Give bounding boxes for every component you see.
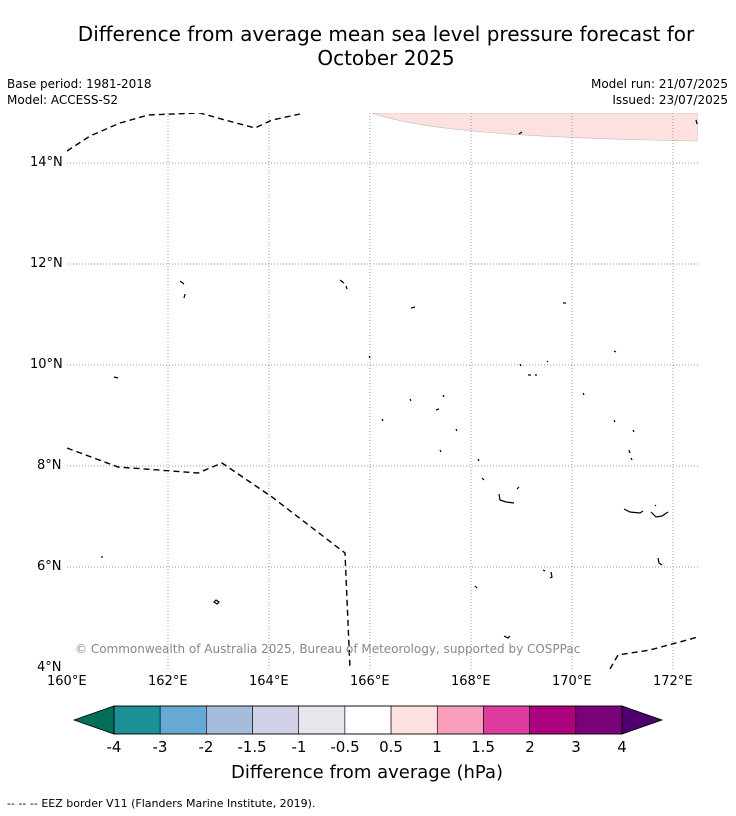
island: [503, 635, 511, 639]
colorbar-label: 3: [571, 738, 581, 756]
meta-left: Base period: 1981-2018 Model: ACCESS-S2: [7, 76, 152, 108]
island: [409, 394, 445, 411]
island: [613, 419, 635, 461]
island: [695, 119, 698, 125]
colorbar-label: -0.5: [330, 738, 360, 756]
island: [381, 418, 458, 453]
island: [368, 355, 371, 359]
island: [582, 392, 585, 396]
colorbar-label: 1: [432, 738, 442, 756]
island: [339, 279, 348, 290]
island: [179, 280, 186, 299]
lat-label-4: 4°N: [37, 660, 62, 675]
island: [613, 350, 617, 353]
colorbar-label: 2: [525, 738, 535, 756]
lat-label-6: 6°N: [37, 559, 62, 574]
eez-legend-symbol: -- -- --: [7, 797, 38, 810]
colorbar-outline: [113, 705, 623, 735]
title-line-1: Difference from average mean sea level p…: [77, 22, 695, 46]
colorbar-cell: [113, 705, 161, 735]
colorbar-cell: [252, 705, 300, 735]
colorbar-label: -1.5: [237, 738, 267, 756]
lon-label-172: 172°E: [653, 674, 693, 689]
lon-label-168: 168°E: [451, 674, 491, 689]
copyright-notice: © Commonwealth of Australia 2025, Bureau…: [75, 642, 581, 656]
colorbar-title: Difference from average (hPa): [230, 762, 504, 783]
eez-legend-text: EEZ border V11 (Flanders Marine Institut…: [41, 797, 316, 810]
eez-legend: -- -- -- EEZ border V11 (Flanders Marine…: [7, 797, 315, 810]
colorbar-cell: [206, 705, 253, 735]
colorbar-cell: [483, 705, 530, 735]
model-run: Model run: 21/07/2025: [590, 77, 728, 91]
colorbar-label: 0.5: [379, 738, 403, 756]
colorbar-cell: [529, 705, 577, 735]
island: [623, 508, 669, 518]
eez-border-central: [67, 447, 351, 669]
colorbar-high-extend: [621, 705, 664, 735]
lat-label-14: 14°N: [30, 155, 63, 170]
issued-date: Issued: 23/07/2025: [612, 93, 728, 107]
colorbar-cell: [159, 705, 207, 735]
lon-label-164: 164°E: [249, 674, 289, 689]
colorbar-cell: [436, 705, 484, 735]
lon-label-166: 166°E: [350, 674, 390, 689]
island: [410, 306, 416, 309]
island: [518, 131, 523, 135]
island: [477, 458, 485, 481]
lon-label-160: 160°E: [47, 674, 87, 689]
map-plot: [67, 113, 698, 669]
eez-border-southeast: [609, 636, 698, 669]
lat-label-8: 8°N: [37, 458, 62, 473]
gridlines: [67, 113, 698, 669]
eez-border-north: [67, 113, 301, 152]
colorbar-cell: [575, 705, 623, 735]
colorbar-label: -1: [291, 738, 307, 756]
island: [113, 376, 119, 379]
island: [519, 360, 549, 376]
lon-label-162: 162°E: [148, 674, 188, 689]
meta-right: Model run: 21/07/2025 Issued: 23/07/2025: [591, 76, 728, 108]
lat-label-10: 10°N: [30, 357, 63, 372]
lon-label-170: 170°E: [552, 674, 592, 689]
island: [542, 569, 553, 579]
island: [657, 557, 663, 566]
map-background: [67, 113, 698, 669]
colorbar-label: -2: [198, 738, 214, 756]
island: [474, 585, 478, 589]
colorbar-label: 1.5: [471, 738, 495, 756]
colorbar-cell: [298, 705, 346, 735]
colorbar-label: -4: [106, 738, 122, 756]
island: [654, 504, 657, 507]
title-line-2: October 2025: [317, 46, 455, 70]
island: [213, 599, 220, 605]
colorbar-low-extend: [72, 705, 115, 735]
eez-borders: [67, 113, 698, 669]
chart-title: Difference from average mean sea level p…: [0, 22, 736, 70]
islands: [101, 119, 698, 639]
island: [498, 486, 520, 504]
colorbar-label: 4: [617, 738, 627, 756]
colorbar-label: -3: [152, 738, 168, 756]
colorbar-cell: [390, 705, 438, 735]
lat-label-12: 12°N: [30, 256, 63, 271]
model-name: Model: ACCESS-S2: [7, 93, 119, 107]
pressure-anomaly-area: [371, 113, 698, 142]
colorbar: [72, 705, 664, 735]
colorbar-cell: [344, 705, 392, 735]
base-period: Base period: 1981-2018: [7, 77, 152, 91]
